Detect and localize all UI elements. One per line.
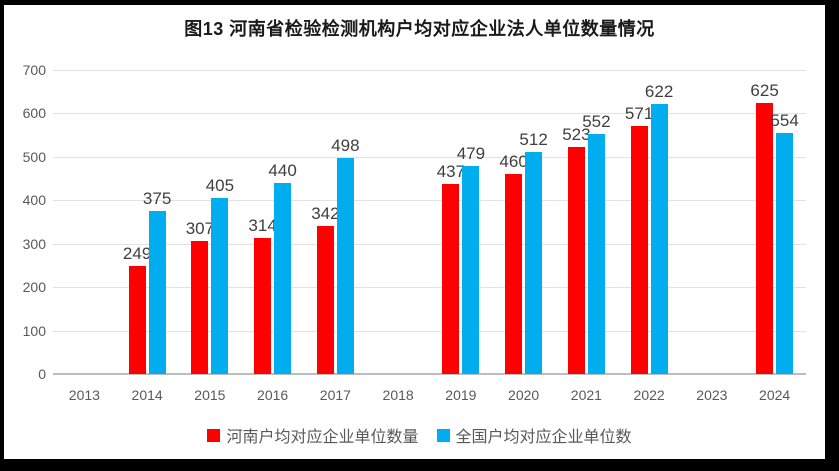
bar-value-label: 479 [456,144,486,163]
bar-value-label: 440 [268,160,297,180]
bar-value-label: 554 [770,111,799,131]
gridline [53,157,806,158]
bar-value-label: 314 [248,215,277,235]
y-tick-label: 100 [22,323,46,339]
x-tick-label: 2017 [319,387,351,403]
bar-national [148,211,166,374]
bar-national [462,166,480,374]
bar-value-label: 552 [582,112,611,132]
bar-national [587,134,605,374]
legend-item-henan: 河南户均对应企业单位数量 [207,423,419,447]
bar-value-label: 437 [436,162,466,182]
legend-label-national: 全国户均对应企业单位数 [455,429,632,446]
y-tick-label: 700 [22,62,46,78]
y-tick-label: 400 [22,192,46,208]
gridline [53,244,806,245]
bar-henan [254,237,272,374]
legend-label-henan: 河南户均对应企业单位数量 [226,429,419,446]
bar-henan [442,184,460,374]
legend: 河南户均对应企业单位数量 全国户均对应企业单位数 [0,423,839,447]
legend-item-national: 全国户均对应企业单位数 [436,423,632,447]
bar-national [274,182,292,374]
bar-value-label: 405 [205,176,235,196]
x-tick-label: 2014 [131,387,163,403]
bar-henan [505,174,523,374]
x-tick-label: 2019 [445,387,477,403]
x-tick-label: 2021 [570,387,602,403]
y-tick-label: 0 [38,366,46,382]
gridline [53,113,806,114]
bar-value-label: 307 [185,218,215,238]
national-series-swatch-icon [436,428,450,442]
bar-value-label: 498 [331,135,360,155]
chart-title: 图13 河南省检验检测机构户均对应企业法人单位数量情况 [184,19,655,39]
x-tick-label: 2024 [759,387,791,403]
x-tick-label: 2020 [508,387,540,403]
x-tick-label: 2022 [633,387,665,403]
henan-series-swatch-icon [207,428,221,442]
x-tick-label: 2016 [257,387,289,403]
x-tick-label: 2015 [194,387,226,403]
bar-henan [191,240,209,374]
chart-canvas [4,5,825,459]
bar-henan [756,102,774,374]
bar-national [336,157,354,374]
gridline [53,287,806,288]
bar-henan [128,265,146,374]
x-tick-label: 2018 [382,387,414,403]
y-tick-label: 600 [22,105,46,121]
bar-value-label: 571 [624,104,654,123]
bar-value-label: 523 [562,124,591,144]
bar-value-label: 342 [311,203,340,223]
y-tick-label: 300 [22,236,46,252]
gridline [53,331,806,332]
bar-value-label: 375 [142,189,172,209]
y-tick-label: 500 [22,149,46,165]
bar-value-label: 512 [519,129,548,149]
x-axis-line [53,373,806,375]
bar-value-label: 625 [750,80,779,100]
bar-national [776,133,794,374]
bar-value-label: 622 [644,81,674,101]
bar-value-label: 249 [122,243,152,263]
bar-value-label: 460 [499,152,528,172]
bar-national [650,103,668,374]
gridline [53,200,806,201]
x-tick-label: 2023 [696,387,728,403]
y-tick-label: 200 [22,279,46,295]
bar-henan [567,146,585,374]
bar-henan [630,126,648,374]
gridline [53,70,806,71]
x-tick-label: 2013 [68,387,100,403]
bar-national [525,151,543,374]
bar-national [211,198,229,374]
bar-henan [316,225,334,374]
